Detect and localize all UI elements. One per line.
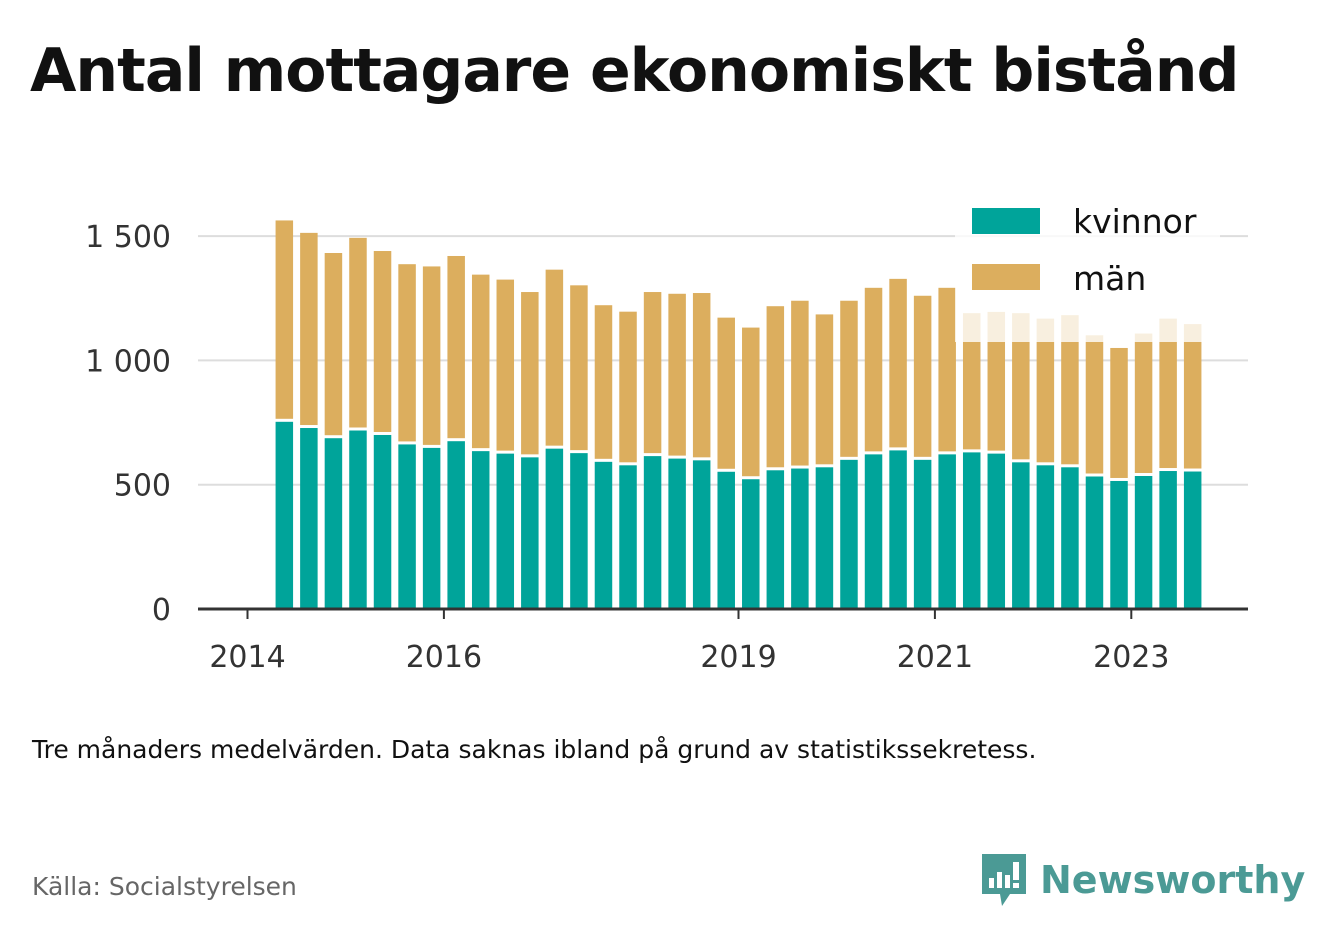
bar-man (668, 293, 686, 456)
bar-man (300, 232, 318, 426)
bar-kvinnor (422, 447, 441, 609)
bar-man (570, 285, 588, 451)
bar-kvinnor (545, 448, 564, 609)
bar-kvinnor (1183, 471, 1202, 609)
chart-title: Antal mottagare ekonomiskt bistånd (30, 36, 1239, 106)
bar-kvinnor (594, 461, 613, 609)
bar-man (471, 274, 490, 449)
brand-name: Newsworthy (1040, 858, 1306, 902)
bar-man (864, 287, 883, 452)
bar-man (692, 293, 711, 458)
bar-man (1110, 347, 1128, 478)
bar-kvinnor (889, 450, 907, 609)
bar-kvinnor (913, 459, 932, 609)
bar-kvinnor (938, 454, 956, 609)
bar-man (889, 278, 907, 448)
bar-kvinnor (742, 479, 760, 609)
source-text: Källa: Socialstyrelsen (32, 872, 297, 901)
bar-kvinnor (987, 453, 1006, 609)
bar-man (1183, 324, 1202, 469)
bar-kvinnor (1134, 475, 1153, 609)
bar-man (962, 313, 981, 450)
x-tick-label: 2019 (700, 640, 776, 675)
bars (275, 220, 1202, 609)
legend-swatch-kvinnor (972, 208, 1040, 234)
bar-man (1061, 315, 1079, 465)
legend-label-kvinnor: kvinnor (1073, 202, 1197, 241)
bar-man (1036, 318, 1055, 463)
bar-kvinnor (962, 452, 981, 609)
bar-man (913, 295, 932, 457)
chart-note: Tre månaders medelvärden. Data saknas ib… (32, 735, 1037, 764)
legend-swatch-man (972, 264, 1040, 290)
legend-label-man: män (1073, 259, 1146, 298)
bar-man (594, 305, 613, 459)
bar-man (324, 253, 343, 436)
bar-man (1085, 335, 1104, 474)
bar-man (619, 311, 637, 463)
bar-kvinnor (766, 470, 785, 609)
x-tick-label: 2016 (406, 640, 482, 675)
bar-kvinnor (864, 454, 883, 609)
axes: 0 500 1 000 1 500 2014 2016 2019 2021 2023 (85, 220, 1248, 675)
bar-man (815, 314, 834, 465)
x-tick-label: 2023 (1093, 640, 1169, 675)
bar-kvinnor (324, 438, 343, 609)
bar-kvinnor (349, 430, 367, 609)
bar-man (349, 237, 367, 428)
newsworthy-logo: Newsworthy (980, 850, 1305, 910)
bar-man (1159, 318, 1177, 469)
bar-kvinnor (717, 471, 735, 609)
bar-man (373, 251, 392, 432)
bar-man (643, 292, 662, 454)
bar-kvinnor (398, 444, 416, 609)
x-tick-label: 2014 (209, 640, 285, 675)
bar-man (422, 266, 441, 445)
bar-man (938, 287, 956, 452)
bar-kvinnor (840, 459, 858, 609)
bar-kvinnor (1085, 476, 1104, 609)
bar-kvinnor (570, 453, 588, 609)
bar-kvinnor (643, 456, 662, 609)
bar-kvinnor (275, 421, 294, 609)
bar-man (766, 306, 785, 468)
x-tick-label: 2021 (897, 640, 973, 675)
bar-man (1012, 313, 1030, 460)
bar-kvinnor (471, 451, 490, 609)
stacked-bar-chart: 0 500 1 000 1 500 2014 2016 2019 2021 2023 kvinn… (85, 192, 1248, 675)
bar-kvinnor (1061, 467, 1079, 609)
bar-man (496, 279, 515, 451)
bar-man (840, 300, 858, 457)
bar-man (791, 300, 809, 466)
bar-kvinnor (521, 457, 539, 609)
bar-kvinnor (1012, 462, 1030, 609)
y-tick-label: 1 000 (85, 344, 171, 379)
y-tick-label: 500 (114, 469, 171, 504)
y-tick-label: 1 500 (85, 220, 171, 255)
bar-kvinnor (300, 428, 318, 609)
bar-kvinnor (692, 460, 711, 609)
bar-kvinnor (1110, 480, 1128, 609)
bar-man (987, 311, 1006, 451)
bar-kvinnor (619, 465, 637, 609)
bar-man (398, 264, 416, 442)
bar-kvinnor (373, 434, 392, 609)
bar-man (447, 255, 465, 439)
chart-bubble-icon (982, 854, 1026, 906)
bar-kvinnor (668, 458, 686, 609)
bar-kvinnor (791, 468, 809, 609)
bar-man (717, 317, 735, 469)
y-tick-label: 0 (152, 593, 171, 628)
legend: kvinnor män (955, 192, 1220, 342)
bar-man (545, 269, 564, 446)
bar-man (275, 220, 294, 419)
bar-kvinnor (815, 467, 834, 609)
bar-man (742, 327, 760, 477)
bar-kvinnor (1036, 465, 1055, 609)
bar-man (521, 292, 539, 455)
bar-kvinnor (447, 441, 465, 609)
bar-man (1134, 333, 1153, 473)
bar-kvinnor (496, 453, 515, 609)
bar-kvinnor (1159, 471, 1177, 609)
